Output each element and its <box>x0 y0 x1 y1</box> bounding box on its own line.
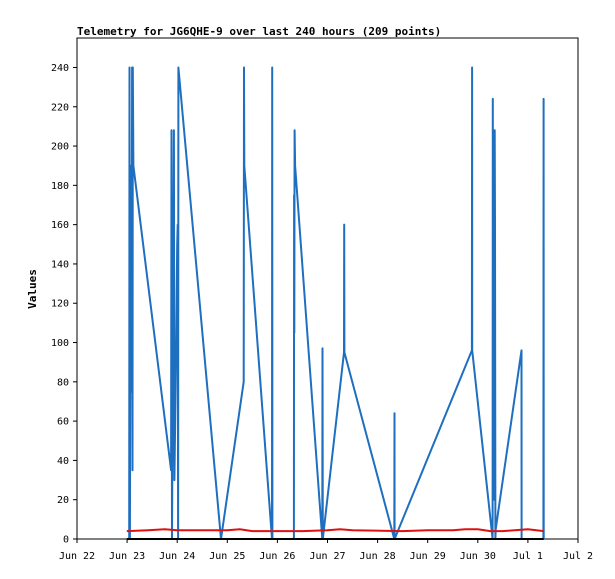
y-tick-label: 0 <box>63 535 69 546</box>
y-tick-label: 20 <box>57 495 69 506</box>
y-axis: 0 20 40 60 80 100 120 140 160 180 200 220 240 <box>51 63 77 546</box>
y-tick-label: 220 <box>51 102 69 113</box>
x-tick-label: Jun 26 <box>259 551 295 562</box>
x-tick-label: Jun 23 <box>109 551 145 562</box>
y-tick-label: 160 <box>51 220 69 231</box>
y-tick-label: 180 <box>51 181 69 192</box>
y-tick-label: 140 <box>51 259 69 270</box>
x-tick-label: Jun 30 <box>460 551 496 562</box>
y-tick-label: 60 <box>57 417 69 428</box>
x-tick-label: Jun 27 <box>309 551 345 562</box>
y-tick-label: 40 <box>57 456 69 467</box>
x-tick-label: Jul 1 <box>513 551 543 562</box>
x-tick-label: Jun 29 <box>410 551 446 562</box>
x-tick-label: Jun 28 <box>360 551 396 562</box>
plot-frame <box>76 37 579 540</box>
x-tick-label: Jun 22 <box>59 551 95 562</box>
x-tick-label: Jun 24 <box>159 551 195 562</box>
x-tick-label: Jul 2 <box>563 551 593 562</box>
series-group <box>126 66 545 540</box>
x-axis: Jun 22 Jun 23 Jun 24 Jun 25 Jun 26 Jun 27 Jun … <box>59 539 593 562</box>
y-tick-label: 200 <box>51 142 69 153</box>
y-tick-label: 100 <box>51 338 69 349</box>
series-line-1 <box>128 66 545 540</box>
y-tick-label: 80 <box>57 377 69 388</box>
x-tick-label: Jun 25 <box>209 551 245 562</box>
series-line-2 <box>126 528 544 533</box>
y-tick-label: 240 <box>51 63 69 74</box>
chart-title: Telemetry for JG6QHE-9 over last 240 hou… <box>77 25 441 38</box>
y-tick-label: 120 <box>51 299 69 310</box>
y-axis-label: Values <box>26 269 39 309</box>
